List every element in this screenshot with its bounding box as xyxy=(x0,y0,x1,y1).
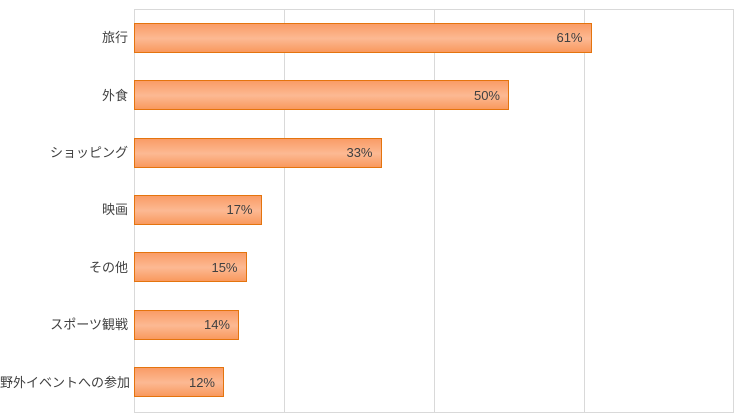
category-label: スポーツ観戦 xyxy=(50,317,128,333)
bar: 17% xyxy=(134,194,262,225)
gridline xyxy=(733,10,734,412)
value-label: 50% xyxy=(473,87,500,103)
table-row: ショッピング 33% xyxy=(0,124,735,181)
table-row: 旅行 61% xyxy=(0,9,735,66)
value-label: 33% xyxy=(346,145,373,161)
bar: 61% xyxy=(134,22,592,53)
table-row: 野外イベントへの参加 12% xyxy=(0,354,735,411)
bar: 14% xyxy=(134,309,239,340)
table-row: その他 15% xyxy=(0,239,735,296)
bar: 12% xyxy=(134,367,224,398)
bar: 33% xyxy=(134,137,382,168)
category-label: 旅行 xyxy=(101,30,128,46)
category-label: 映画 xyxy=(101,202,128,218)
category-label: 外食 xyxy=(101,87,128,103)
category-label: 野外イベントへの参加 xyxy=(0,374,131,390)
table-row: 外食 50% xyxy=(0,66,735,123)
bar-rows: 旅行 61% 外食 50% ショッピング 33% 映画 17% その他 15% スポーツ観戦 14% 野… xyxy=(0,9,735,411)
value-label: 61% xyxy=(556,30,583,46)
value-label: 12% xyxy=(188,374,215,390)
category-label: その他 xyxy=(88,259,128,275)
gridline xyxy=(434,10,435,412)
bar: 15% xyxy=(134,252,247,283)
category-label: ショッピング xyxy=(49,145,128,161)
gridline xyxy=(584,10,585,412)
table-row: 映画 17% xyxy=(0,181,735,238)
value-label: 15% xyxy=(211,259,238,275)
value-label: 14% xyxy=(203,317,230,333)
bar: 50% xyxy=(134,80,509,111)
value-label: 17% xyxy=(226,202,253,218)
table-row: スポーツ観戦 14% xyxy=(0,296,735,353)
gridline xyxy=(284,10,285,412)
